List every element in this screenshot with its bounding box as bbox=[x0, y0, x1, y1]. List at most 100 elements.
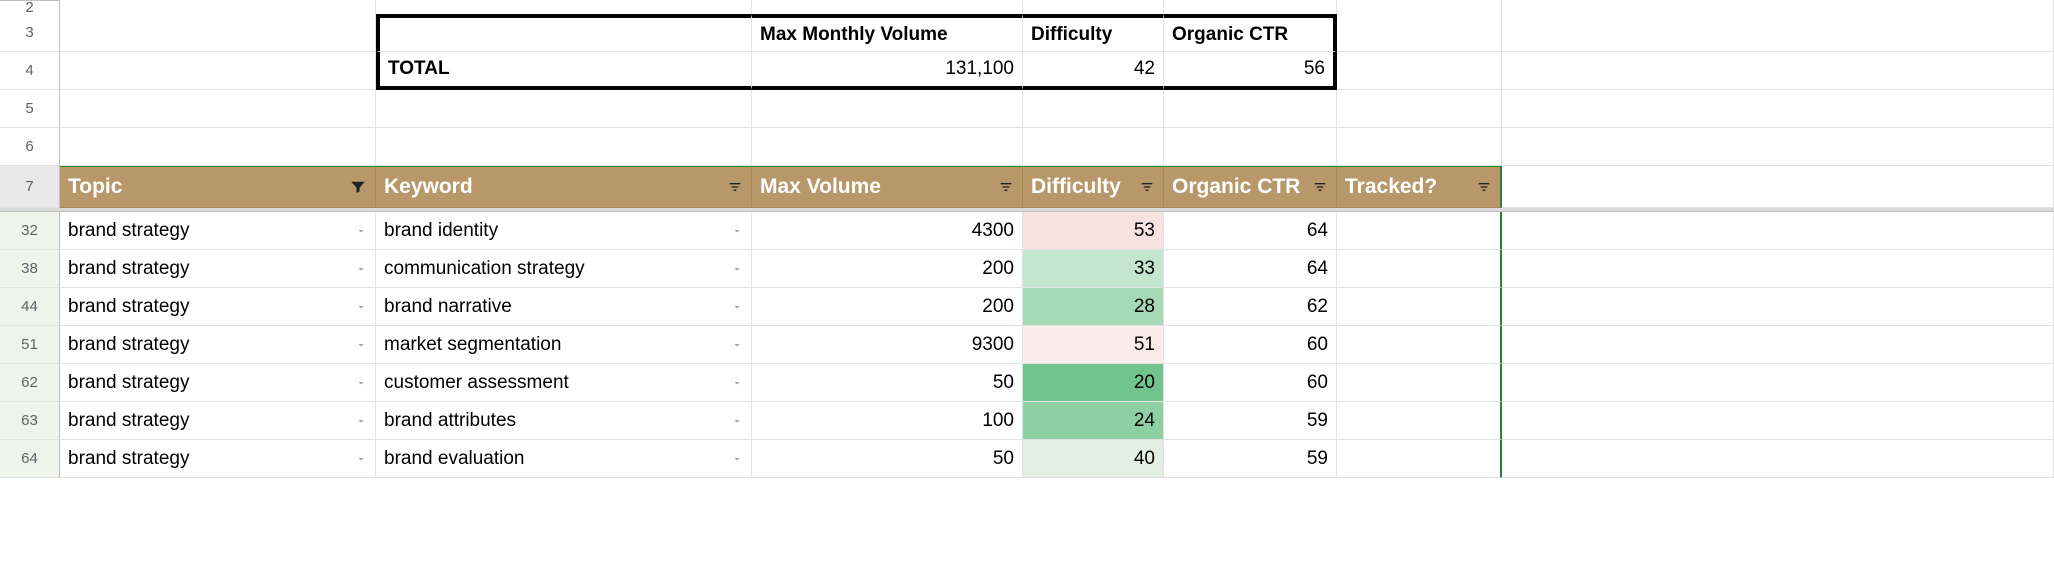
cell-topic[interactable]: brand strategy bbox=[60, 440, 376, 478]
cell[interactable] bbox=[1502, 90, 2054, 128]
cell-topic[interactable]: brand strategy bbox=[60, 250, 376, 288]
summary-header-ctr[interactable]: Organic CTR bbox=[1164, 14, 1337, 52]
cell-max-volume[interactable]: 200 bbox=[752, 288, 1023, 326]
row-header[interactable]: 5 bbox=[0, 90, 60, 128]
cell-organic-ctr[interactable]: 64 bbox=[1164, 212, 1337, 250]
cell[interactable] bbox=[1164, 0, 1337, 14]
cell[interactable] bbox=[1337, 0, 1502, 14]
cell-tracked[interactable] bbox=[1337, 250, 1502, 288]
dropdown-icon[interactable] bbox=[347, 453, 367, 465]
cell[interactable] bbox=[1337, 52, 1502, 90]
cell[interactable] bbox=[1023, 90, 1164, 128]
cell-topic[interactable]: brand strategy bbox=[60, 326, 376, 364]
cell[interactable] bbox=[1337, 128, 1502, 166]
cell-tracked[interactable] bbox=[1337, 326, 1502, 364]
dropdown-icon[interactable] bbox=[347, 377, 367, 389]
cell-difficulty[interactable]: 33 bbox=[1023, 250, 1164, 288]
cell-max-volume[interactable]: 9300 bbox=[752, 326, 1023, 364]
cell[interactable] bbox=[1023, 0, 1164, 14]
cell[interactable] bbox=[60, 14, 376, 52]
dropdown-icon[interactable] bbox=[347, 339, 367, 351]
filter-icon[interactable] bbox=[1139, 179, 1155, 195]
cell[interactable] bbox=[752, 128, 1023, 166]
row-header[interactable]: 62 bbox=[0, 364, 60, 402]
cell[interactable] bbox=[1164, 128, 1337, 166]
cell[interactable] bbox=[376, 90, 752, 128]
cell-keyword[interactable]: communication strategy bbox=[376, 250, 752, 288]
dropdown-icon[interactable] bbox=[347, 415, 367, 427]
dropdown-icon[interactable] bbox=[347, 225, 367, 237]
row-header[interactable]: 4 bbox=[0, 52, 60, 90]
cell-difficulty[interactable]: 51 bbox=[1023, 326, 1164, 364]
cell[interactable] bbox=[1502, 128, 2054, 166]
cell[interactable] bbox=[1502, 250, 2054, 288]
cell[interactable] bbox=[376, 14, 752, 52]
summary-header-volume[interactable]: Max Monthly Volume bbox=[752, 14, 1023, 52]
cell-keyword[interactable]: brand identity bbox=[376, 212, 752, 250]
cell-keyword[interactable]: customer assessment bbox=[376, 364, 752, 402]
cell-topic[interactable]: brand strategy bbox=[60, 212, 376, 250]
filter-icon[interactable] bbox=[727, 179, 743, 195]
cell-organic-ctr[interactable]: 59 bbox=[1164, 440, 1337, 478]
cell[interactable] bbox=[752, 0, 1023, 14]
row-header[interactable]: 3 bbox=[0, 14, 60, 52]
cell[interactable] bbox=[1502, 0, 2054, 14]
cell[interactable] bbox=[752, 90, 1023, 128]
cell[interactable] bbox=[1502, 402, 2054, 440]
cell[interactable] bbox=[1337, 14, 1502, 52]
cell[interactable] bbox=[376, 0, 752, 14]
cell[interactable] bbox=[1023, 128, 1164, 166]
column-header-keyword[interactable]: Keyword bbox=[376, 166, 752, 208]
dropdown-icon[interactable] bbox=[723, 263, 743, 275]
summary-total-ctr[interactable]: 56 bbox=[1164, 52, 1337, 90]
cell-max-volume[interactable]: 50 bbox=[752, 440, 1023, 478]
cell-topic[interactable]: brand strategy bbox=[60, 364, 376, 402]
cell-keyword[interactable]: market segmentation bbox=[376, 326, 752, 364]
filter-icon[interactable] bbox=[1476, 179, 1492, 195]
dropdown-icon[interactable] bbox=[723, 415, 743, 427]
cell[interactable] bbox=[60, 128, 376, 166]
cell-difficulty[interactable]: 40 bbox=[1023, 440, 1164, 478]
cell-tracked[interactable] bbox=[1337, 288, 1502, 326]
cell[interactable] bbox=[1502, 52, 2054, 90]
row-header[interactable]: 51 bbox=[0, 326, 60, 364]
cell[interactable] bbox=[60, 52, 376, 90]
cell-keyword[interactable]: brand evaluation bbox=[376, 440, 752, 478]
dropdown-icon[interactable] bbox=[723, 225, 743, 237]
cell-difficulty[interactable]: 53 bbox=[1023, 212, 1164, 250]
column-header-max-volume[interactable]: Max Volume bbox=[752, 166, 1023, 208]
cell[interactable] bbox=[1502, 364, 2054, 402]
cell[interactable] bbox=[1502, 288, 2054, 326]
row-header[interactable]: 38 bbox=[0, 250, 60, 288]
cell-tracked[interactable] bbox=[1337, 440, 1502, 478]
cell[interactable] bbox=[1502, 212, 2054, 250]
cell[interactable] bbox=[1502, 166, 2054, 208]
cell-organic-ctr[interactable]: 60 bbox=[1164, 326, 1337, 364]
cell-max-volume[interactable]: 100 bbox=[752, 402, 1023, 440]
cell-max-volume[interactable]: 50 bbox=[752, 364, 1023, 402]
cell-max-volume[interactable]: 200 bbox=[752, 250, 1023, 288]
cell[interactable] bbox=[1502, 326, 2054, 364]
row-header[interactable]: 32 bbox=[0, 212, 60, 250]
dropdown-icon[interactable] bbox=[723, 339, 743, 351]
cell-max-volume[interactable]: 4300 bbox=[752, 212, 1023, 250]
column-header-organic-ctr[interactable]: Organic CTR bbox=[1164, 166, 1337, 208]
row-header[interactable]: 6 bbox=[0, 128, 60, 166]
column-header-difficulty[interactable]: Difficulty bbox=[1023, 166, 1164, 208]
dropdown-icon[interactable] bbox=[723, 301, 743, 313]
cell-keyword[interactable]: brand narrative bbox=[376, 288, 752, 326]
cell[interactable] bbox=[1337, 90, 1502, 128]
cell-organic-ctr[interactable]: 59 bbox=[1164, 402, 1337, 440]
cell-difficulty[interactable]: 24 bbox=[1023, 402, 1164, 440]
row-header[interactable]: 64 bbox=[0, 440, 60, 478]
cell[interactable] bbox=[376, 128, 752, 166]
cell[interactable] bbox=[1502, 14, 2054, 52]
cell-organic-ctr[interactable]: 62 bbox=[1164, 288, 1337, 326]
cell-difficulty[interactable]: 20 bbox=[1023, 364, 1164, 402]
cell-tracked[interactable] bbox=[1337, 212, 1502, 250]
row-header[interactable]: 2 bbox=[0, 0, 60, 14]
dropdown-icon[interactable] bbox=[347, 263, 367, 275]
cell[interactable] bbox=[60, 90, 376, 128]
cell[interactable] bbox=[1164, 90, 1337, 128]
row-header[interactable]: 63 bbox=[0, 402, 60, 440]
